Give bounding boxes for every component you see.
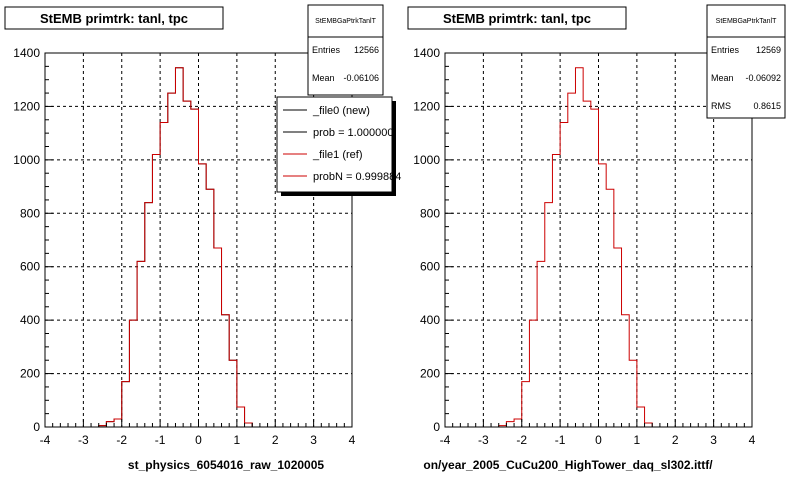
y-tick-label: 600 [20,260,40,274]
y-tick-label: 400 [420,313,440,327]
chart-panel-2: -4 -3 -2 -1 0 1 2 3 4 0 200 400 600 800 1000 1200 1400 on… [407,4,786,472]
y-tick-label: 1200 [413,99,440,113]
x-axis-label: st_physics_6054016_raw_1020005 [128,458,324,472]
y-tick-label: 800 [20,206,40,220]
y-tick-label: 200 [420,367,440,381]
x-tick-label: 3 [710,433,717,447]
stats-value: -0.06092 [745,73,781,83]
stats-label: Entries [711,45,740,55]
stats-box-frame [307,4,384,96]
legend-entry-label: prob = 1.000000 [313,127,393,139]
x-tick-label: -2 [116,433,127,447]
y-tick-label: 200 [20,367,40,381]
chart-title-box [4,6,224,30]
y-tick-label: 1200 [13,99,40,113]
stats-box: StEMBGaPtrkTanlT Entries 12566 Mean -0.06106 [307,4,384,96]
stats-value: 12566 [354,45,379,55]
stats-value: 12569 [756,45,781,55]
x-tick-label: 1 [234,433,241,447]
y-tick-label: 0 [33,420,40,434]
x-tick-label: 0 [195,433,202,447]
legend-entry-label: probN = 0.999884 [313,171,401,183]
x-tick-label: -3 [78,433,89,447]
chart-panel-1: -4 -3 -2 -1 0 1 2 3 4 0 200 400 600 800 1000 1200 1400 st… [4,4,401,472]
y-tick-label: 1000 [413,153,440,167]
stats-label: Entries [312,45,341,55]
y-tick-label: 800 [420,206,440,220]
x-tick-label: -3 [478,433,489,447]
x-tick-label: 2 [672,433,679,447]
y-tick-label: 0 [433,420,440,434]
x-tick-label: 4 [749,433,756,447]
legend-entry-label: _file0 (new) [312,105,370,117]
x-tick-label: -1 [555,433,566,447]
stats-label: Mean [312,73,335,83]
chart-title: StEMB primtrk: tanl, tpc [40,11,188,26]
x-tick-label: 0 [595,433,602,447]
x-tick-label: -2 [516,433,527,447]
stats-box-name: StEMBGaPtrkTanlT [716,18,777,25]
stats-label: RMS [711,101,731,111]
chart-title-box [407,6,627,30]
stats-box: StEMBGaPtrkTanlT Entries 12569 Mean -0.06092… [706,4,786,119]
stats-box-frame [706,4,786,119]
y-tick-label: 1400 [413,46,440,60]
stats-value: -0.06106 [343,73,379,83]
x-tick-label: 2 [272,433,279,447]
x-tick-label: -1 [155,433,166,447]
chart-title: StEMB primtrk: tanl, tpc [443,11,591,26]
legend-box: _file0 (new) prob = 1.000000 _file1 (ref) p… [276,96,401,196]
stats-label: Mean [711,73,734,83]
x-tick-label: 1 [634,433,641,447]
x-tick-label: 3 [310,433,317,447]
x-tick-label: -4 [440,433,451,447]
x-tick-label: 4 [349,433,356,447]
y-tick-label: 600 [420,260,440,274]
y-tick-label: 1400 [13,46,40,60]
legend-entry-label: _file1 (ref) [312,149,363,161]
x-tick-label: -4 [40,433,51,447]
y-tick-label: 1000 [13,153,40,167]
x-axis-label: on/year_2005_CuCu200_HighTower_daq_sl302… [423,458,713,472]
stats-box-name: StEMBGaPtrkTanlT [315,18,376,25]
y-tick-label: 400 [20,313,40,327]
stats-value: 0.8615 [753,101,781,111]
